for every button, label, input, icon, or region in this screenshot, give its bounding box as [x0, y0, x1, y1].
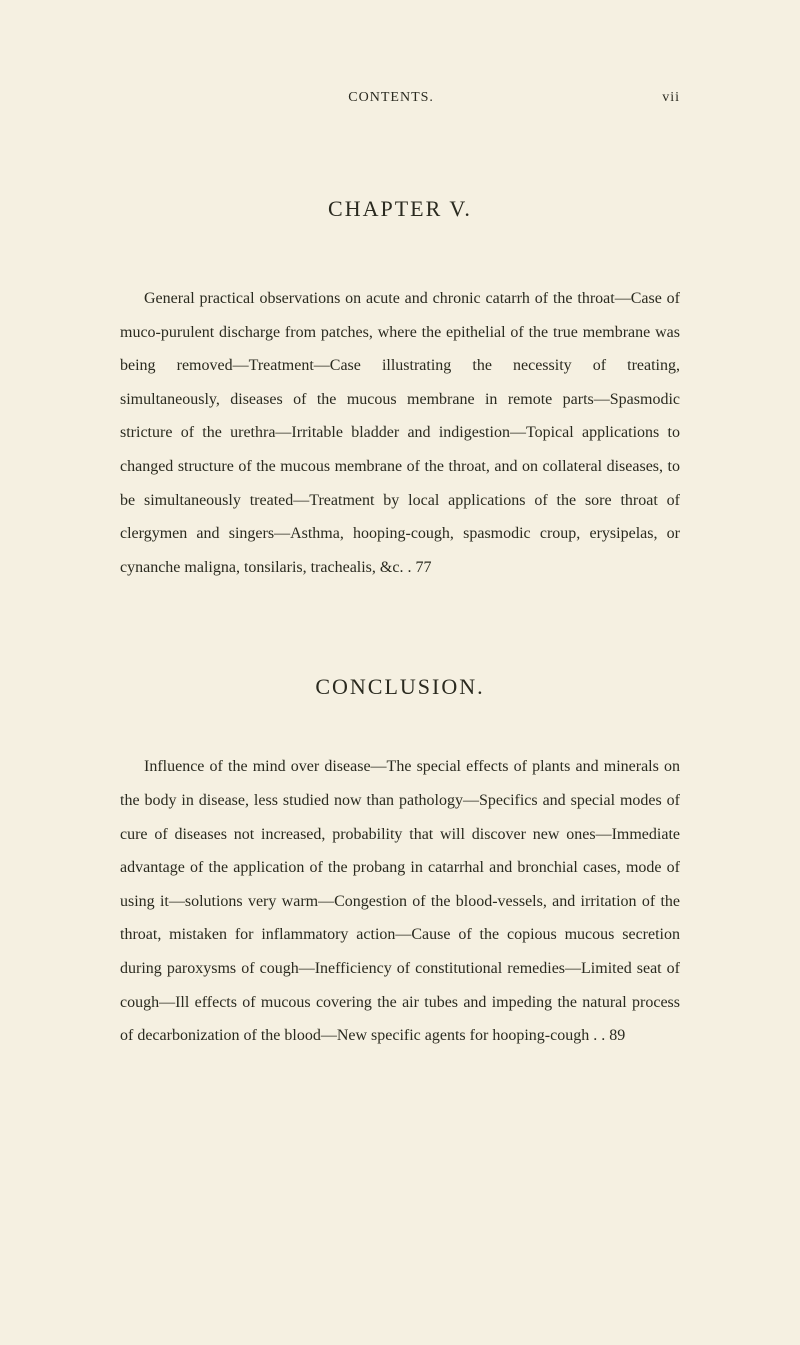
chapter-body: General practical observations on acute …: [120, 282, 680, 584]
running-title: CONTENTS.: [120, 90, 662, 106]
conclusion-heading: CONCLUSION.: [120, 674, 680, 700]
conclusion-body: Influence of the mind over disease—The s…: [120, 750, 680, 1052]
page-number: vii: [662, 90, 680, 106]
running-header: CONTENTS. vii: [120, 90, 680, 106]
chapter-heading: CHAPTER V.: [120, 196, 680, 222]
